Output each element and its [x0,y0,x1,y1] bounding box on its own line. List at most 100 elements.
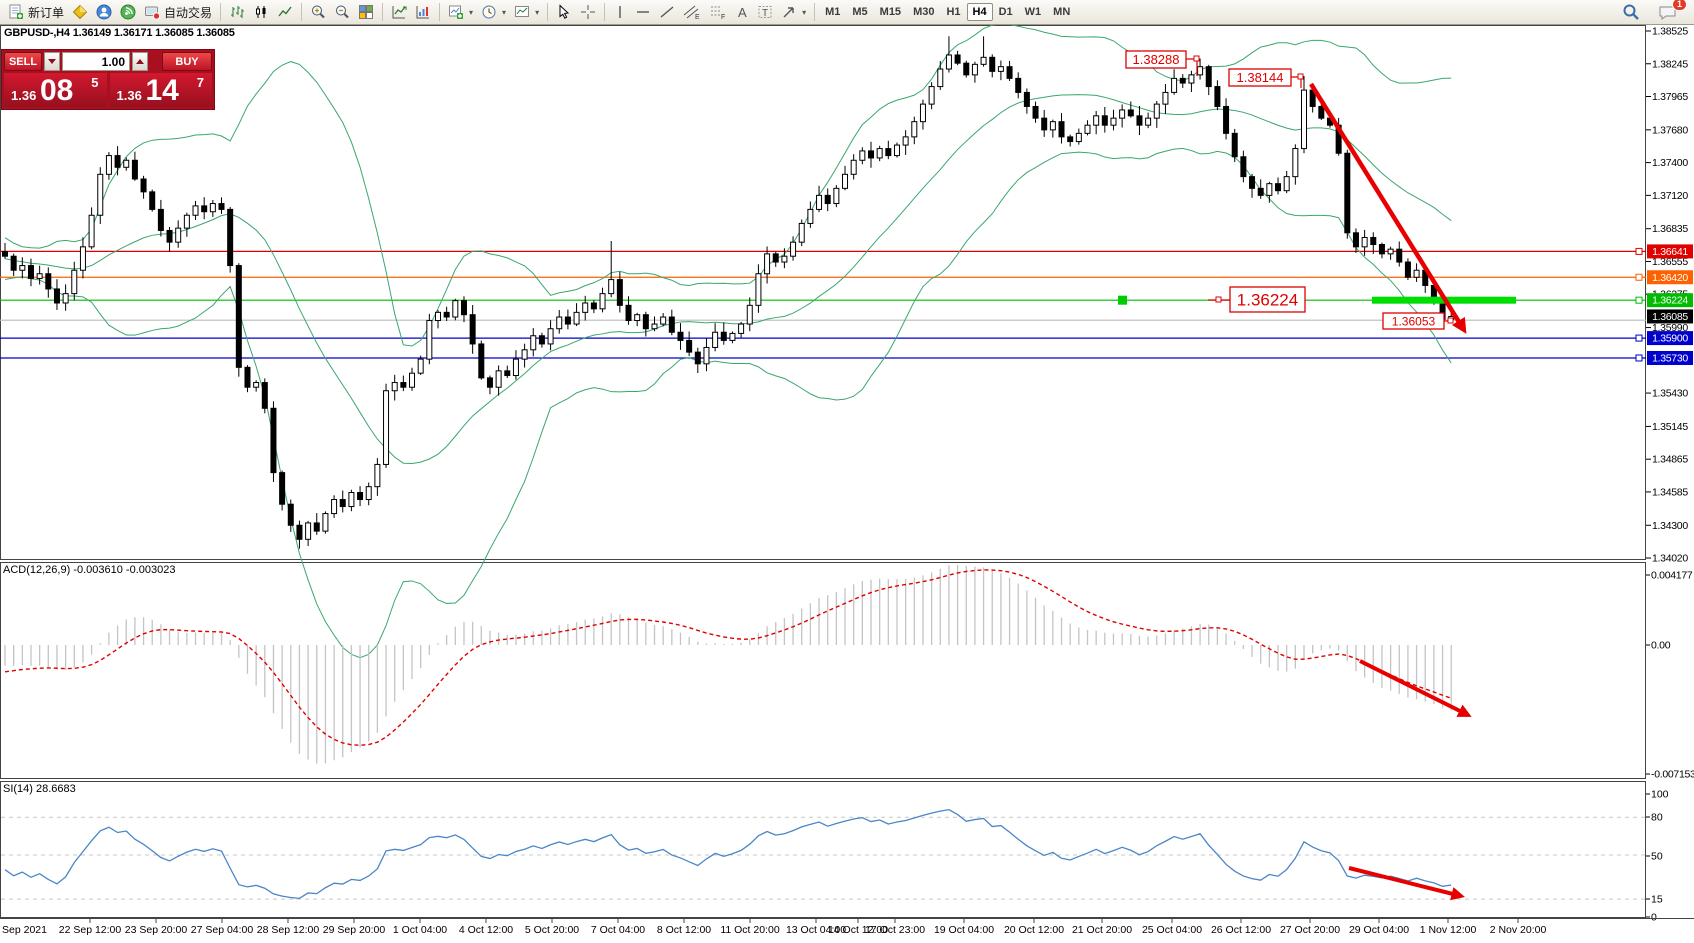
volume-decrease-button[interactable] [44,52,60,71]
timeframe-H1[interactable]: H1 [940,3,966,21]
svg-text:13 Oct 04:00: 13 Oct 04:00 [786,924,846,936]
svg-text:E: E [695,14,700,20]
svg-text:1.35145: 1.35145 [1652,421,1688,433]
svg-text:5 Oct 20:00: 5 Oct 20:00 [525,924,579,936]
channel-tool-button[interactable]: E [679,2,705,22]
svg-text:28 Sep 12:00: 28 Sep 12:00 [257,924,320,936]
timeframe-M5[interactable]: M5 [846,3,873,21]
text-label-tool-button[interactable]: T [753,2,777,22]
notifications-button[interactable]: 1 [1654,0,1687,23]
svg-text:1 Oct 04:00: 1 Oct 04:00 [393,924,447,936]
svg-text:19 Oct 04:00: 19 Oct 04:00 [934,924,994,936]
up-arrow-icon [136,59,144,64]
search-button[interactable] [1618,1,1644,23]
new-order-button[interactable]: 新订单 [4,2,68,23]
svg-text:0.004177: 0.004177 [1651,570,1693,582]
svg-text:14 Oct 12:00: 14 Oct 12:00 [828,924,888,936]
svg-text:1.36555: 1.36555 [1652,256,1688,268]
tile-windows-button[interactable] [354,2,378,22]
vertical-line-icon [619,6,621,18]
down-arrow-icon [48,59,56,64]
shapes-arrow-icon [783,7,794,18]
profiles-button[interactable]: ▾ [477,2,510,22]
buy-button[interactable]: BUY [162,52,212,71]
sell-button[interactable]: SELL [4,52,42,71]
text-tool-button[interactable]: A [731,2,753,22]
svg-text:2 Nov 20:00: 2 Nov 20:00 [1490,924,1547,936]
volume-input[interactable]: 1.00 [62,52,130,71]
svg-text:21 Oct 20:00: 21 Oct 20:00 [1072,924,1132,936]
timeframe-W1[interactable]: W1 [1019,3,1048,21]
ask-price-display[interactable]: 1.36 14 7 [109,73,212,107]
dropdown-caret-icon: ▾ [802,7,807,17]
trendline-icon [660,6,674,18]
timeframe-H4[interactable]: H4 [966,3,993,21]
svg-text:F: F [721,14,725,20]
svg-text:1.36224: 1.36224 [1237,291,1298,310]
bid-price-display[interactable]: 1.36 08 5 [4,73,107,107]
svg-text:100: 100 [1651,789,1669,801]
volume-increase-button[interactable] [132,52,148,71]
svg-text:1.34020: 1.34020 [1652,553,1688,565]
zoom-out-button[interactable] [330,2,354,22]
one-click-trading-panel: SELL 1.00 BUY 1.36 08 5 1.36 14 7 [1,49,215,110]
horizontal-line-icon [637,11,650,13]
trendline-tool-button[interactable] [655,2,679,22]
templates-button[interactable]: ▾ [510,2,543,22]
timeframe-M15[interactable]: M15 [874,3,907,21]
metaeditor-button[interactable] [68,2,92,22]
svg-text:1.35430: 1.35430 [1652,388,1688,400]
svg-text:0.00: 0.00 [1651,640,1671,652]
community-button[interactable] [92,2,116,22]
horizontal-line-tool-button[interactable] [631,2,655,22]
svg-text:50: 50 [1651,851,1663,863]
svg-text:1.37120: 1.37120 [1652,190,1688,202]
line-chart-icon [278,6,292,17]
toolbar-separator [547,3,549,21]
notification-badge: 1 [1671,0,1687,11]
zoom-in-icon [312,5,325,19]
strategy-tester-button[interactable] [411,2,435,22]
svg-text:1.36224: 1.36224 [1652,295,1688,307]
toolbar-separator [220,3,222,21]
svg-text:1.38288: 1.38288 [1133,52,1180,67]
chart-canvas[interactable]: 1.38525 1.38245 1.37965 1.37680 1.37400 1.371… [0,25,1694,943]
svg-text:1.35900: 1.35900 [1652,333,1688,345]
svg-text:29 Oct 04:00: 29 Oct 04:00 [1349,924,1409,936]
timeframe-MN[interactable]: MN [1047,3,1076,21]
candlestick-mode-button[interactable] [249,2,273,22]
data-window-button[interactable] [387,2,411,22]
svg-text:1.37680: 1.37680 [1652,124,1688,136]
zoom-in-button[interactable] [306,2,330,22]
svg-text:1.34585: 1.34585 [1652,486,1688,498]
auto-trading-button[interactable]: 自动交易 [140,2,216,23]
fibonacci-tool-button[interactable]: F [705,2,731,22]
svg-text:20 Oct 12:00: 20 Oct 12:00 [1004,924,1064,936]
svg-text:7 Oct 04:00: 7 Oct 04:00 [591,924,645,936]
cursor-tool-button[interactable] [552,2,576,22]
bar-chart-mode-button[interactable] [225,2,249,22]
svg-text:1.37400: 1.37400 [1652,157,1688,169]
search-icon [1623,4,1639,20]
svg-text:1.38144: 1.38144 [1237,70,1284,85]
crosshair-tool-button[interactable] [576,2,600,22]
svg-text:1.35990: 1.35990 [1652,322,1688,334]
svg-text:1.38245: 1.38245 [1652,58,1688,70]
toolbar-right-group: 1 [1618,0,1690,23]
signals-button[interactable] [116,2,140,22]
svg-text:Sep 2021: Sep 2021 [2,924,47,936]
arrows-tool-button[interactable]: ▾ [777,2,810,22]
svg-text:27 Oct 20:00: 27 Oct 20:00 [1280,924,1340,936]
timeframe-M30[interactable]: M30 [907,3,940,21]
auto-trading-icon [145,6,161,20]
svg-text:1.36641: 1.36641 [1652,246,1688,258]
timeframe-M1[interactable]: M1 [819,3,846,21]
fibonacci-icon: F [711,6,725,20]
svg-text:1.34865: 1.34865 [1652,454,1688,466]
toolbar-separator [301,3,303,21]
timeframe-D1[interactable]: D1 [993,3,1019,21]
vertical-line-tool-button[interactable] [609,2,631,22]
new-chart-button[interactable]: ▾ [444,2,477,22]
line-chart-mode-button[interactable] [273,2,297,22]
chart-window: 1.38525 1.38245 1.37965 1.37680 1.37400 1.371… [0,25,1694,943]
